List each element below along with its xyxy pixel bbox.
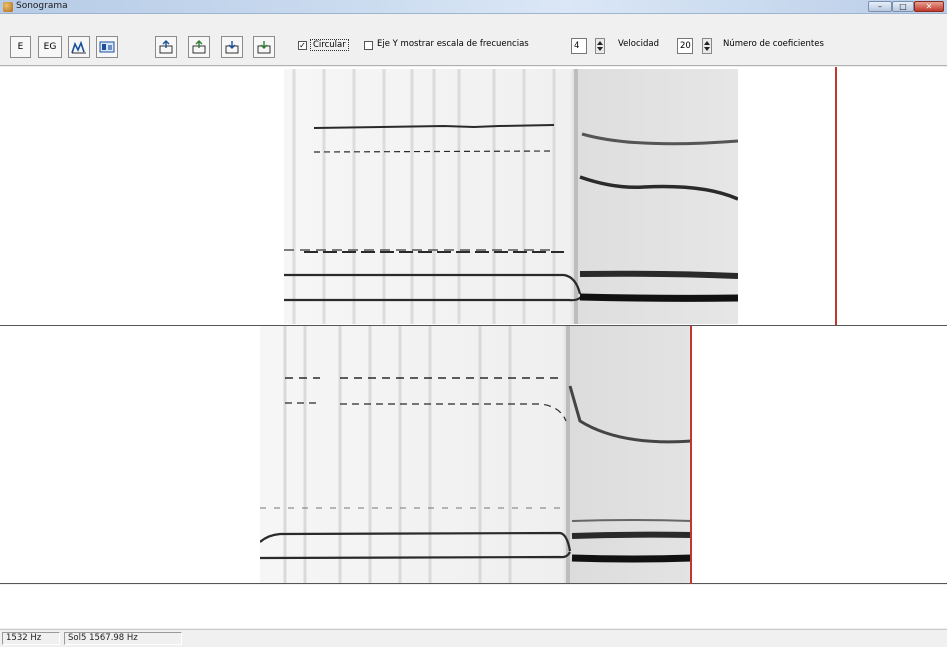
status-frequency: 1532 Hz <box>2 632 60 645</box>
export-4-icon <box>257 41 271 54</box>
status-note: Sol5 1567.98 Hz <box>64 632 182 645</box>
cursor-line-bottom[interactable] <box>690 326 692 584</box>
e-button[interactable]: E <box>10 36 31 58</box>
ejey-checkbox[interactable] <box>364 41 373 50</box>
export-1-icon <box>159 40 173 54</box>
sonogram-panel-top[interactable] <box>0 67 947 326</box>
speed-input[interactable]: 4 <box>571 38 587 54</box>
export-2-icon <box>192 40 206 54</box>
spin-down-icon[interactable] <box>704 47 710 51</box>
export-3-button[interactable] <box>221 36 243 58</box>
export-4-button[interactable] <box>253 36 275 58</box>
empty-panel-area <box>0 585 947 628</box>
chart-m-button[interactable] <box>68 36 90 58</box>
cursor-line-top[interactable] <box>835 67 837 325</box>
bitmap-button[interactable] <box>96 36 118 58</box>
eg-button[interactable]: EG <box>38 36 62 58</box>
window-title: Sonograma <box>16 1 68 11</box>
close-button[interactable]: ✕ <box>914 1 944 12</box>
speed-spinner[interactable] <box>595 38 605 54</box>
export-1-button[interactable] <box>155 36 177 58</box>
coef-spinner[interactable] <box>702 38 712 54</box>
sonogram-panel-bottom[interactable] <box>0 326 947 584</box>
coef-input[interactable]: 20 <box>677 38 693 54</box>
app-icon <box>3 2 13 12</box>
maximize-button[interactable]: □ <box>892 1 914 12</box>
ejey-label[interactable]: Eje Y mostrar escala de frecuencias <box>377 39 529 49</box>
circular-label[interactable]: Circular <box>310 39 349 51</box>
spectrogram-top <box>284 69 738 324</box>
spectrogram-bottom <box>260 326 692 583</box>
circular-checkbox[interactable]: ✓ <box>298 41 307 50</box>
minimize-button[interactable]: – <box>868 1 892 12</box>
chart-m-icon <box>71 40 86 54</box>
coef-label: Número de coeficientes <box>723 39 824 49</box>
spin-up-icon[interactable] <box>597 41 603 45</box>
spin-down-icon[interactable] <box>597 47 603 51</box>
status-bar: 1532 Hz Sol5 1567.98 Hz <box>0 629 947 647</box>
toolbar: E EG ✓ <box>0 14 947 66</box>
title-bar: Sonograma – □ ✕ <box>0 0 947 14</box>
export-2-button[interactable] <box>188 36 210 58</box>
export-3-icon <box>225 41 239 54</box>
spin-up-icon[interactable] <box>704 41 710 45</box>
speed-label: Velocidad <box>618 39 659 49</box>
bitmap-icon <box>99 41 115 53</box>
